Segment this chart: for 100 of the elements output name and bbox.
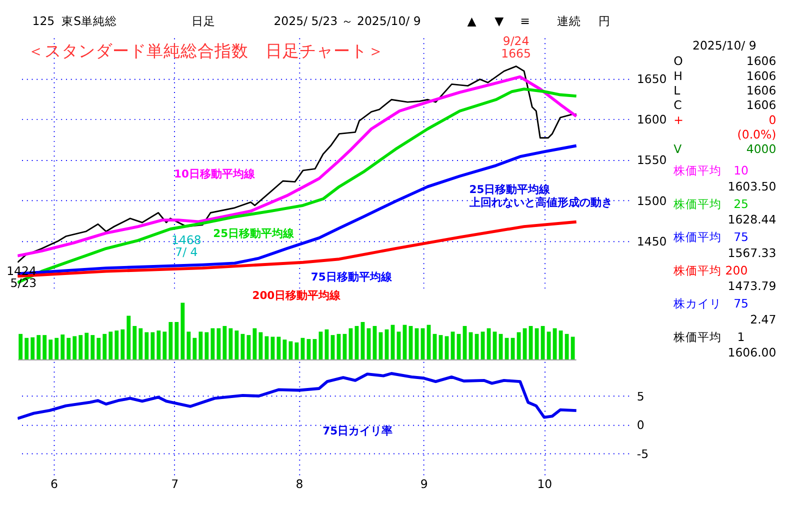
y-tick-label: 0 xyxy=(636,418,644,432)
text: 株カイリ 75 xyxy=(672,296,748,311)
annotation: 上回れないと高値形成の動き xyxy=(468,196,612,209)
bar xyxy=(546,332,551,360)
bar xyxy=(492,332,497,360)
bar xyxy=(516,332,521,360)
bar xyxy=(246,335,251,360)
bar xyxy=(186,332,191,360)
text: 株価平均 75 xyxy=(672,230,748,244)
text: 1606 xyxy=(746,68,776,83)
text: H xyxy=(674,68,682,83)
bar xyxy=(438,335,443,360)
text: 0 xyxy=(768,112,776,127)
bar xyxy=(174,322,179,360)
annotation: 1665 xyxy=(501,46,531,60)
bar xyxy=(42,335,47,360)
text: 株価平均 1 xyxy=(672,330,745,344)
text: 2025/10/ 9 xyxy=(692,38,756,53)
bar xyxy=(108,332,113,360)
bar xyxy=(270,336,275,360)
text: 連続 xyxy=(557,14,582,28)
bar xyxy=(252,328,257,360)
text: ≡ xyxy=(520,14,530,28)
text: C xyxy=(674,98,682,112)
bar xyxy=(360,322,365,360)
bar xyxy=(102,334,107,360)
bar xyxy=(552,328,557,360)
bar xyxy=(72,336,77,360)
text: 200日移動平均線 xyxy=(252,288,342,302)
text: 1606 xyxy=(746,54,776,68)
bar xyxy=(468,332,473,360)
text: 1606.00 xyxy=(728,346,776,360)
bar xyxy=(396,332,401,360)
text: 1606 xyxy=(746,84,776,98)
annotation: 5/23 xyxy=(10,276,37,290)
bar xyxy=(198,332,203,360)
bar xyxy=(354,326,359,360)
bar xyxy=(408,326,413,360)
bar xyxy=(264,336,269,360)
series-label: 25日移動平均線 xyxy=(213,227,296,240)
bar xyxy=(162,332,167,360)
text: 1603.50 xyxy=(728,179,776,194)
y-tick-label: 1650 xyxy=(636,72,667,86)
bar xyxy=(372,326,377,360)
text: O xyxy=(674,54,683,68)
text: + xyxy=(674,112,684,127)
bar xyxy=(480,332,485,360)
bar xyxy=(240,334,245,360)
y-tick-label: 1450 xyxy=(636,234,667,249)
x-tick-label: 7 xyxy=(171,476,179,491)
bar xyxy=(462,326,467,360)
bar xyxy=(222,326,227,360)
bar xyxy=(444,336,449,360)
text: (0.0%) xyxy=(737,127,776,142)
text: L xyxy=(674,84,681,98)
bar xyxy=(150,332,155,360)
bar xyxy=(138,328,143,360)
text: 4000 xyxy=(746,142,776,156)
bar xyxy=(282,340,287,360)
text: 1606 xyxy=(746,98,776,112)
text: V xyxy=(674,142,682,156)
bar xyxy=(558,330,563,360)
bar xyxy=(570,336,575,360)
bar xyxy=(210,328,215,360)
text: 1628.44 xyxy=(728,212,776,227)
annotation: 9/24 xyxy=(502,34,530,48)
bar xyxy=(204,332,209,360)
text: 2.47 xyxy=(750,312,776,326)
bar xyxy=(114,330,119,360)
bar xyxy=(258,332,263,360)
text: 株価平均 200 xyxy=(672,263,748,278)
bar xyxy=(18,334,23,360)
bar xyxy=(318,332,323,360)
chart-title: ＜スタンダード単純総合指数 日足チャート＞ xyxy=(27,41,384,60)
bar xyxy=(228,328,233,360)
text: 株価平均 10 xyxy=(672,164,748,178)
bar xyxy=(192,338,197,360)
bar xyxy=(90,335,95,360)
bar xyxy=(54,338,59,360)
bar xyxy=(378,332,383,360)
x-tick-label: 8 xyxy=(296,476,304,491)
y-tick-label: -5 xyxy=(636,447,649,462)
bar xyxy=(144,332,149,360)
bar xyxy=(528,326,533,360)
bar xyxy=(216,328,221,360)
x-tick-label: 6 xyxy=(50,476,58,491)
bar xyxy=(330,335,335,360)
bar xyxy=(24,338,29,360)
bar xyxy=(276,336,281,360)
text: 東S単純総 xyxy=(62,14,118,28)
y-tick-label: 5 xyxy=(636,389,644,404)
annotation: 1468 xyxy=(172,233,202,248)
bar xyxy=(168,322,173,360)
text: 株価平均 25 xyxy=(672,196,748,211)
bar xyxy=(66,338,71,360)
bar xyxy=(306,339,311,360)
text: 円 xyxy=(598,14,610,28)
bar xyxy=(534,328,539,360)
bar xyxy=(78,335,83,360)
bar xyxy=(60,334,65,360)
